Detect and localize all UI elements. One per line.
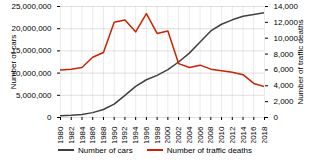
svg-text:Number of cars: Number of cars bbox=[9, 35, 18, 90]
svg-text:2000: 2000 bbox=[163, 126, 172, 143]
svg-text:2018: 2018 bbox=[260, 126, 269, 143]
svg-text:1984: 1984 bbox=[78, 126, 87, 143]
svg-text:20,000,000: 20,000,000 bbox=[11, 24, 52, 33]
svg-text:2010: 2010 bbox=[217, 126, 226, 143]
svg-text:2012: 2012 bbox=[228, 126, 237, 143]
svg-text:0: 0 bbox=[47, 113, 52, 122]
svg-text:1986: 1986 bbox=[88, 126, 97, 143]
svg-text:5,000,000: 5,000,000 bbox=[16, 91, 52, 100]
svg-text:1992: 1992 bbox=[120, 126, 129, 143]
svg-text:1994: 1994 bbox=[131, 126, 140, 143]
svg-text:1996: 1996 bbox=[142, 126, 151, 143]
svg-text:0: 0 bbox=[274, 113, 279, 122]
svg-text:1998: 1998 bbox=[153, 126, 162, 143]
svg-text:4,000: 4,000 bbox=[274, 81, 295, 90]
svg-text:15,000,000: 15,000,000 bbox=[11, 46, 52, 56]
svg-text:1980: 1980 bbox=[56, 126, 65, 143]
svg-text:1988: 1988 bbox=[99, 126, 108, 143]
svg-text:Number of traffic deaths: Number of traffic deaths bbox=[296, 19, 305, 104]
svg-text:2016: 2016 bbox=[249, 126, 258, 143]
svg-text:8,000: 8,000 bbox=[274, 50, 295, 59]
svg-text:14,000: 14,000 bbox=[274, 2, 299, 11]
svg-text:2002: 2002 bbox=[174, 126, 183, 143]
svg-text:1982: 1982 bbox=[67, 126, 76, 143]
svg-text:1990: 1990 bbox=[110, 126, 119, 143]
svg-text:2,000: 2,000 bbox=[274, 97, 295, 106]
svg-text:2006: 2006 bbox=[196, 126, 205, 143]
svg-text:10,000,000: 10,000,000 bbox=[11, 68, 52, 78]
svg-text:6,000: 6,000 bbox=[274, 65, 295, 74]
svg-text:2008: 2008 bbox=[206, 126, 215, 143]
svg-text:2014: 2014 bbox=[239, 126, 248, 143]
svg-text:2004: 2004 bbox=[185, 126, 194, 143]
svg-text:12,000: 12,000 bbox=[273, 17, 298, 27]
html-text:Number of traffic deaths: Number of traffic deaths bbox=[166, 145, 252, 155]
html-text:Number of cars: Number of cars bbox=[78, 145, 133, 155]
svg-text:10,000: 10,000 bbox=[273, 33, 298, 43]
svg-text:25,000,000: 25,000,000 bbox=[11, 2, 52, 11]
